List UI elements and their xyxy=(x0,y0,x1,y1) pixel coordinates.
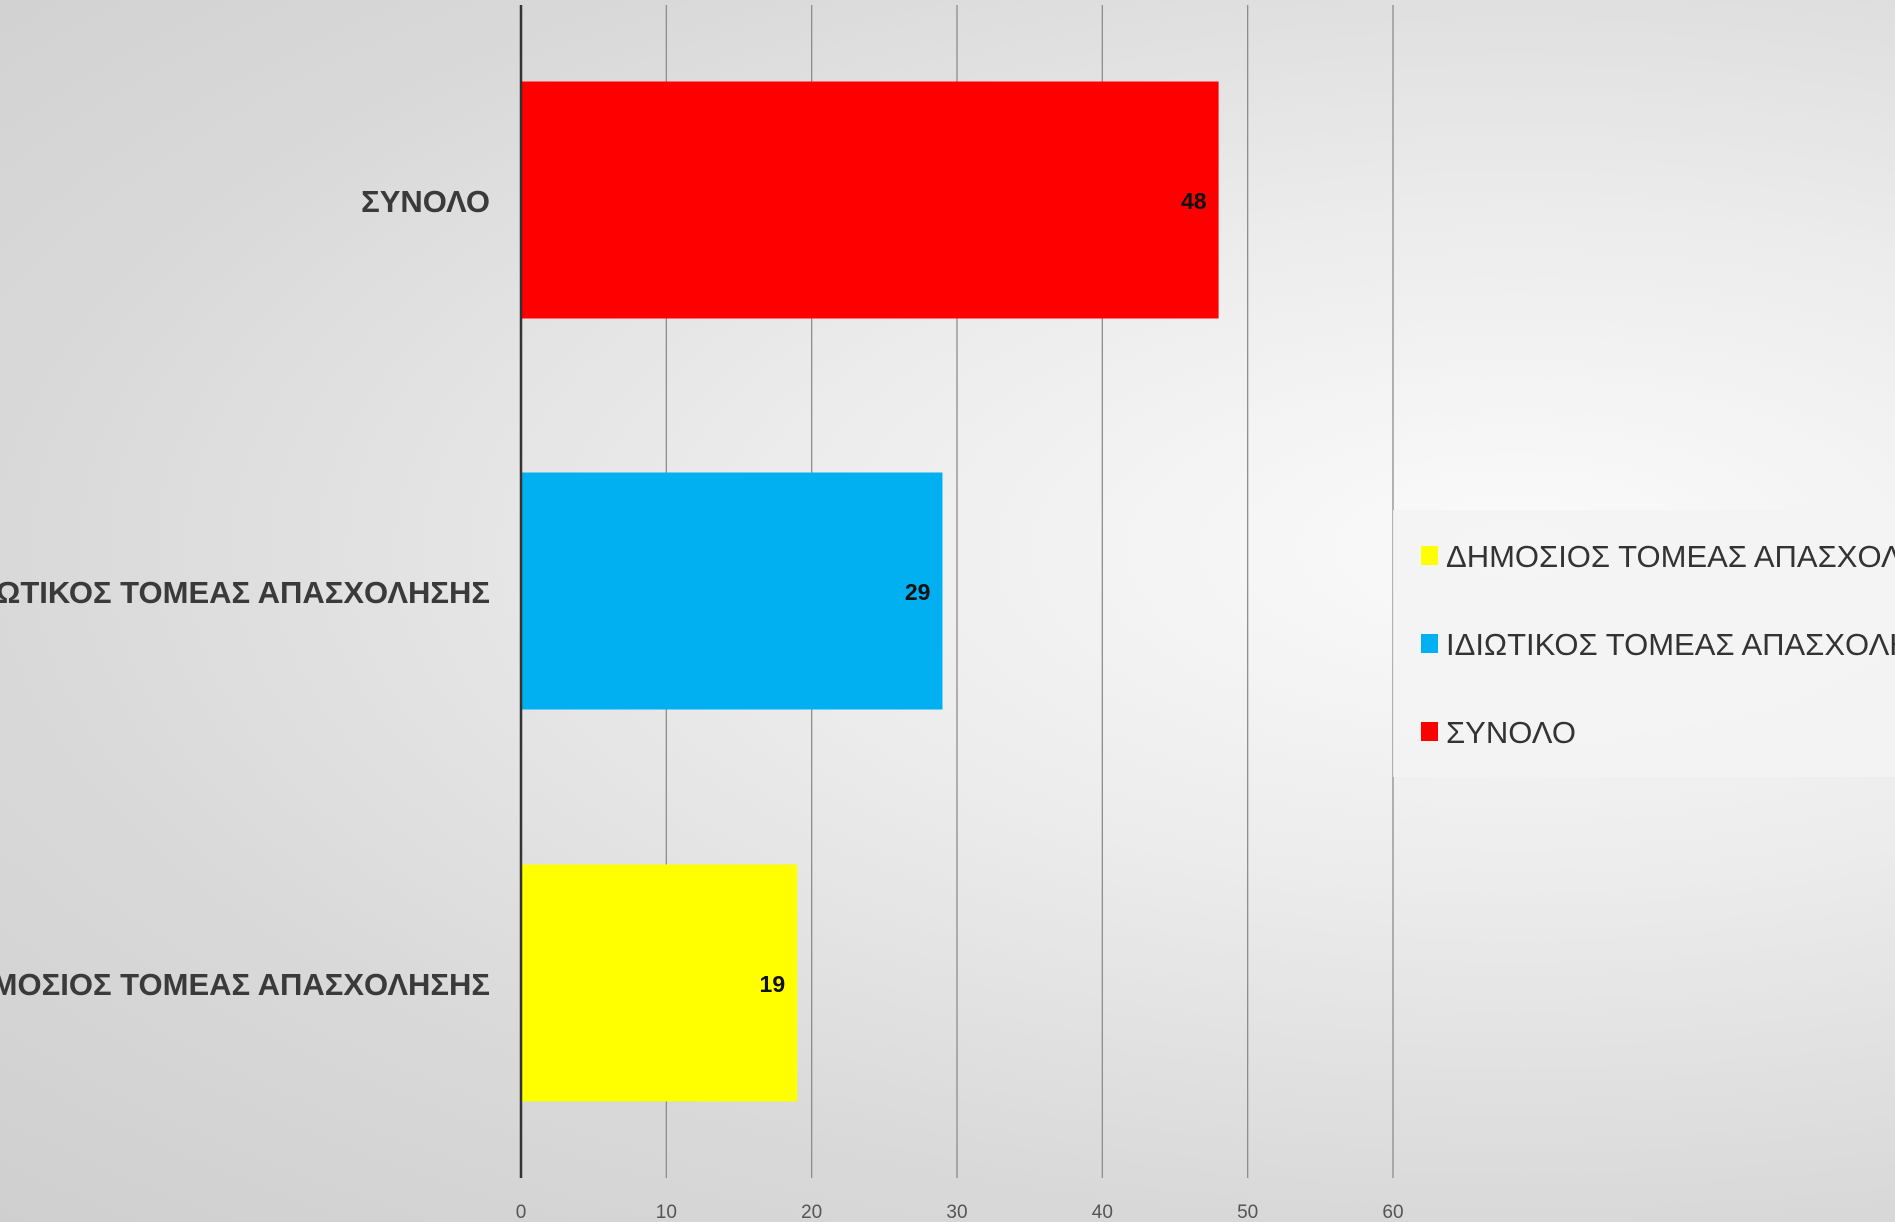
legend-swatch xyxy=(1421,722,1438,741)
x-tick-label: 40 xyxy=(1092,1202,1113,1222)
category-label: ΔΗΜΟΣΙΟΣ ΤΟΜΕΑΣ ΑΠΑΣΧΟΛΗΣΗΣ xyxy=(0,967,490,1002)
labels: 0 10 20 30 40 50 60 ΣΥΝΟΛΟ 48 ΙΔΙΩΤΙΚΟΣ ΤΟΜΕΑΣ ΑΠ… xyxy=(0,184,1404,1222)
data-label: 29 xyxy=(905,579,931,605)
x-tick-label: 10 xyxy=(656,1202,677,1222)
legend-label: ΙΔΙΩΤΙΚΟΣ ΤΟΜΕΑΣ ΑΠΑΣΧΟΛΗΣΗΣ xyxy=(1446,627,1895,662)
legend-label: ΣΥΝΟΛΟ xyxy=(1446,715,1576,750)
bars xyxy=(521,81,1219,1102)
x-tick-label: 60 xyxy=(1382,1202,1403,1222)
x-tick-label: 0 xyxy=(516,1202,527,1222)
bar xyxy=(521,81,1219,319)
bar xyxy=(521,472,943,710)
legend-box xyxy=(1393,510,1895,777)
data-label: 19 xyxy=(760,971,786,997)
x-tick-label: 30 xyxy=(946,1202,967,1222)
legend: ΔΗΜΟΣΙΟΣ ΤΟΜΕΑΣ ΑΠΑΣΧΟΛΗΣΗΣ ΙΔΙΩΤΙΚΟΣ ΤΟΜ… xyxy=(1393,510,1895,777)
legend-label: ΔΗΜΟΣΙΟΣ ΤΟΜΕΑΣ ΑΠΑΣΧΟΛΗΣΗΣ xyxy=(1446,539,1895,574)
x-tick-label: 20 xyxy=(801,1202,822,1222)
legend-swatch xyxy=(1421,634,1438,653)
x-tick-label: 50 xyxy=(1237,1202,1258,1222)
data-label: 48 xyxy=(1181,188,1207,214)
category-label: ΙΔΙΩΤΙΚΟΣ ΤΟΜΕΑΣ ΑΠΑΣΧΟΛΗΣΗΣ xyxy=(0,575,490,610)
category-label: ΣΥΝΟΛΟ xyxy=(361,184,490,219)
legend-swatch xyxy=(1421,546,1438,565)
bar xyxy=(521,864,798,1102)
